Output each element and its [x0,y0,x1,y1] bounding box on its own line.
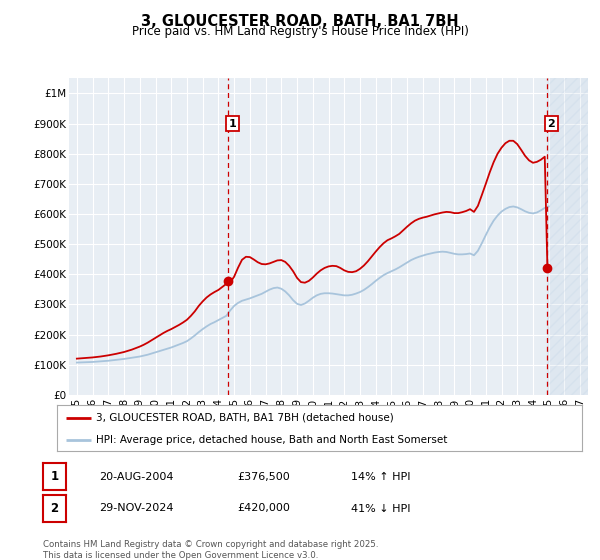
Text: 20-AUG-2004: 20-AUG-2004 [99,472,173,482]
Text: Price paid vs. HM Land Registry's House Price Index (HPI): Price paid vs. HM Land Registry's House … [131,25,469,38]
Text: 3, GLOUCESTER ROAD, BATH, BA1 7BH (detached house): 3, GLOUCESTER ROAD, BATH, BA1 7BH (detac… [97,413,394,423]
Text: 2: 2 [50,502,59,515]
Bar [547,78,588,395]
Text: 41% ↓ HPI: 41% ↓ HPI [351,503,410,514]
Text: £420,000: £420,000 [237,503,290,514]
Text: 2: 2 [547,119,555,129]
Text: 14% ↑ HPI: 14% ↑ HPI [351,472,410,482]
Text: 3, GLOUCESTER ROAD, BATH, BA1 7BH: 3, GLOUCESTER ROAD, BATH, BA1 7BH [141,14,459,29]
Text: 1: 1 [50,470,59,483]
Text: 1: 1 [229,119,236,129]
Text: Contains HM Land Registry data © Crown copyright and database right 2025.
This d: Contains HM Land Registry data © Crown c… [43,540,379,560]
Text: HPI: Average price, detached house, Bath and North East Somerset: HPI: Average price, detached house, Bath… [97,435,448,445]
Text: 29-NOV-2024: 29-NOV-2024 [99,503,173,514]
Text: £376,500: £376,500 [237,472,290,482]
